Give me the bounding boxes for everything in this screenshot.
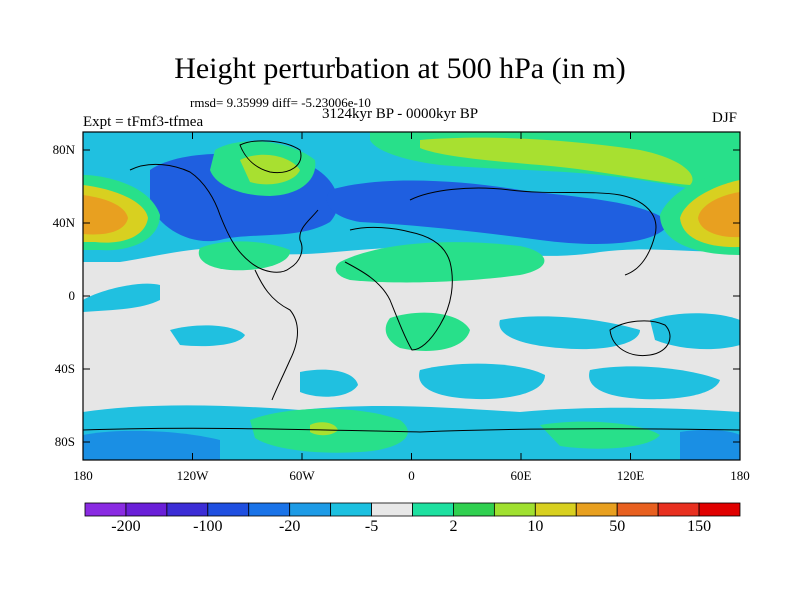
field-lightblue-sa <box>170 325 245 347</box>
field-green-caribbean <box>198 241 291 271</box>
colorbar-label: 150 <box>687 518 712 535</box>
experiment-label: Expt = tFmf3-tfmea <box>83 114 204 130</box>
lat-label: 40S <box>54 361 75 376</box>
field-lightblue-southpac <box>83 283 160 312</box>
lon-label: 180 <box>730 468 750 483</box>
field-green-atlantic <box>335 242 545 283</box>
colorbar-box <box>207 502 250 517</box>
colorbar-box <box>657 502 700 517</box>
colorbar-box <box>575 502 618 517</box>
colorbar-box <box>412 502 454 517</box>
field-lightblue-s40 <box>419 363 545 400</box>
colorbar-label: 10 <box>527 518 544 535</box>
colorbar-label: -20 <box>279 518 301 535</box>
lon-label: 0 <box>408 468 415 483</box>
colorbar-label: -5 <box>364 518 379 535</box>
lat-label: 80N <box>52 142 75 157</box>
field-lightblue-aus <box>650 313 740 350</box>
colorbar <box>84 502 741 517</box>
field-darkblue-eurasia <box>326 180 670 245</box>
lon-label: 60W <box>289 468 315 483</box>
field-blue-antarctic <box>83 430 220 460</box>
field-lightblue-s40c <box>300 369 358 397</box>
field-green-southatl <box>385 312 470 351</box>
lat-label: 40N <box>52 215 75 230</box>
colorbar-box <box>330 502 372 517</box>
axis-ticks <box>82 132 741 460</box>
lat-label: 80S <box>54 434 75 449</box>
map-title: Height perturbation at 500 hPa (in m) <box>174 52 626 85</box>
field-lightblue-indian <box>499 316 640 350</box>
field-lightblue-s40b <box>589 366 720 400</box>
contour-field <box>83 132 740 460</box>
colorbar-box <box>616 502 659 517</box>
lon-label: 180 <box>73 468 93 483</box>
field-lime-greenland <box>240 154 300 185</box>
field-orange-eastpac <box>698 192 740 238</box>
field-lime-antarctic <box>310 422 338 436</box>
lon-label: 120E <box>616 468 645 483</box>
lat-label: 0 <box>68 288 76 303</box>
colorbar-box <box>493 502 536 517</box>
colorbar-box <box>453 502 495 517</box>
stats-text: rmsd= 9.35999 diff= -5.23006e-10 <box>190 95 371 110</box>
colorbar-box <box>248 502 291 517</box>
colorbar-label: -100 <box>193 518 223 535</box>
lon-label: 120W <box>176 468 209 483</box>
colorbar-box <box>698 502 741 517</box>
colorbar-box <box>371 502 413 517</box>
field-blue-antarctic-e <box>680 429 740 460</box>
period-text: 3124kyr BP - 0000kyr BP <box>322 106 479 122</box>
colorbar-box <box>289 502 332 517</box>
field-lime-arctic <box>420 137 693 185</box>
season-label: DJF <box>712 110 738 126</box>
colorbar-box <box>125 502 168 517</box>
colorbar-box <box>166 502 209 517</box>
colorbar-label: 50 <box>609 518 626 535</box>
colorbar-label: -200 <box>111 518 141 535</box>
colorbar-label: 2 <box>449 518 458 535</box>
lon-label: 60E <box>510 468 532 483</box>
colorbar-box <box>84 502 127 517</box>
colorbar-box <box>534 502 577 517</box>
field-orange-westpac <box>83 195 128 235</box>
coastlines <box>83 140 740 433</box>
